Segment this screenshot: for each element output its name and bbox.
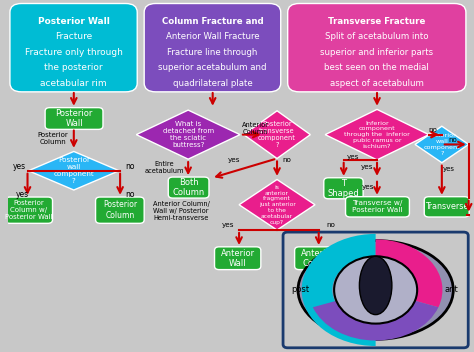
Ellipse shape: [334, 256, 417, 323]
FancyBboxPatch shape: [10, 4, 137, 92]
Text: Fracture only through: Fracture only through: [25, 48, 122, 57]
Text: acetabular rim: acetabular rim: [40, 78, 107, 88]
Text: Posterior
wall
component
?: Posterior wall component ?: [424, 133, 460, 156]
Text: Anterior
Column: Anterior Column: [301, 249, 335, 268]
Polygon shape: [244, 111, 310, 158]
Polygon shape: [28, 151, 119, 190]
Text: Column Fracture and: Column Fracture and: [162, 17, 263, 26]
Text: Posterior
Wall: Posterior Wall: [55, 109, 93, 128]
Text: ant: ant: [445, 285, 459, 295]
Text: Posterior
transverse
component
?: Posterior transverse component ?: [258, 121, 296, 148]
Text: Transverse Fracture: Transverse Fracture: [328, 17, 426, 26]
Text: yes: yes: [347, 154, 360, 160]
FancyBboxPatch shape: [168, 177, 209, 198]
Text: no: no: [126, 162, 135, 171]
Text: quadrilateral plate: quadrilateral plate: [173, 78, 252, 88]
Text: Anterior
Column: Anterior Column: [242, 122, 269, 135]
FancyBboxPatch shape: [215, 247, 261, 270]
Polygon shape: [325, 109, 429, 160]
Text: aspect of acetabulum: aspect of acetabulum: [330, 78, 424, 88]
Ellipse shape: [359, 256, 392, 315]
Text: Both
Column: Both Column: [173, 178, 205, 197]
Text: no: no: [448, 137, 457, 143]
Text: yes: yes: [228, 157, 241, 163]
Text: Posterior Wall: Posterior Wall: [37, 17, 109, 26]
Text: Posterior
Column: Posterior Column: [37, 132, 68, 145]
FancyBboxPatch shape: [96, 197, 144, 223]
FancyBboxPatch shape: [5, 197, 53, 223]
Text: no: no: [126, 190, 135, 199]
Polygon shape: [239, 180, 315, 230]
Text: yes: yes: [16, 190, 29, 199]
FancyBboxPatch shape: [295, 247, 342, 270]
Wedge shape: [313, 297, 438, 340]
Text: Posterior
Column: Posterior Column: [103, 201, 137, 220]
FancyBboxPatch shape: [346, 197, 410, 217]
Text: no: no: [283, 157, 292, 163]
Wedge shape: [375, 239, 442, 307]
Text: superior acetabulum and: superior acetabulum and: [158, 63, 267, 72]
FancyBboxPatch shape: [324, 178, 363, 199]
Text: yes: yes: [442, 166, 454, 172]
Text: Fracture line through: Fracture line through: [167, 48, 258, 57]
Text: Entire
acetabulum: Entire acetabulum: [144, 161, 184, 174]
FancyBboxPatch shape: [288, 4, 466, 92]
Polygon shape: [137, 110, 240, 159]
Text: post: post: [291, 285, 309, 295]
Text: Anterior Column/
Wall w/ Posterior
Hemi-transverse: Anterior Column/ Wall w/ Posterior Hemi-…: [153, 201, 210, 221]
Text: superior and inferior parts: superior and inferior parts: [320, 48, 433, 57]
Text: Anterior Wall Fracture: Anterior Wall Fracture: [165, 32, 259, 41]
FancyBboxPatch shape: [45, 108, 103, 130]
Ellipse shape: [298, 240, 453, 339]
Text: Transverse w/
Posterior Wall: Transverse w/ Posterior Wall: [352, 200, 403, 213]
FancyBboxPatch shape: [424, 197, 469, 217]
Text: is
anterior
fragment
just anterior
to the
acetabular
cup?: is anterior fragment just anterior to th…: [259, 185, 295, 225]
Text: yes: yes: [222, 222, 234, 228]
Text: Inferior
component
through the  inferior
pubic ramus or
ischium?: Inferior component through the inferior …: [344, 120, 410, 149]
Text: yes: yes: [361, 164, 373, 170]
Text: the posterior: the posterior: [44, 63, 103, 72]
Text: Posterior
Column w/
Posterior Wall: Posterior Column w/ Posterior Wall: [5, 200, 53, 220]
Text: yes: yes: [362, 184, 374, 190]
Text: Posterior
wall
component
?: Posterior wall component ?: [54, 157, 94, 184]
Text: Transverse: Transverse: [425, 202, 468, 211]
Text: yes: yes: [13, 162, 26, 171]
Text: What is
detached from
the sciatic
buttress?: What is detached from the sciatic buttre…: [163, 121, 214, 148]
Text: no: no: [428, 127, 437, 133]
FancyBboxPatch shape: [144, 4, 281, 92]
Wedge shape: [301, 234, 375, 346]
Polygon shape: [415, 126, 469, 163]
Text: T
Shaped: T Shaped: [328, 178, 359, 198]
Text: Fracture: Fracture: [55, 32, 92, 41]
Text: no: no: [326, 222, 335, 228]
Text: best seen on the medial: best seen on the medial: [324, 63, 429, 72]
Text: Split of acetabulum into: Split of acetabulum into: [325, 32, 428, 41]
Text: Anterior
Wall: Anterior Wall: [220, 249, 255, 268]
FancyBboxPatch shape: [283, 232, 468, 348]
